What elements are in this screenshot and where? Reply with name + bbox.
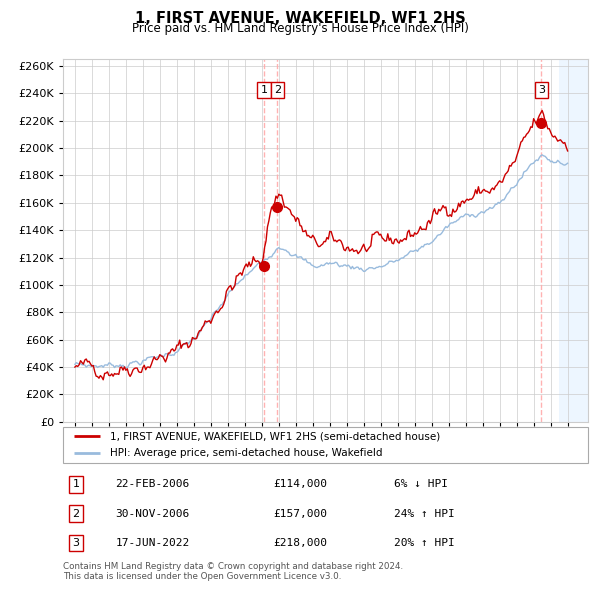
Text: 24% ↑ HPI: 24% ↑ HPI: [394, 509, 455, 519]
Text: 17-JUN-2022: 17-JUN-2022: [115, 538, 190, 548]
Text: £218,000: £218,000: [273, 538, 327, 548]
Bar: [559, 59, 588, 422]
Text: 3: 3: [73, 538, 80, 548]
Text: 1: 1: [260, 85, 268, 95]
Text: 3: 3: [538, 85, 545, 95]
Text: 20% ↑ HPI: 20% ↑ HPI: [394, 538, 455, 548]
Text: 22-FEB-2006: 22-FEB-2006: [115, 480, 190, 489]
Text: HPI: Average price, semi-detached house, Wakefield: HPI: Average price, semi-detached house,…: [110, 448, 383, 458]
Text: £114,000: £114,000: [273, 480, 327, 489]
Text: Contains HM Land Registry data © Crown copyright and database right 2024.: Contains HM Land Registry data © Crown c…: [63, 562, 403, 571]
Text: 1, FIRST AVENUE, WAKEFIELD, WF1 2HS: 1, FIRST AVENUE, WAKEFIELD, WF1 2HS: [134, 11, 466, 25]
FancyBboxPatch shape: [63, 427, 588, 463]
Text: This data is licensed under the Open Government Licence v3.0.: This data is licensed under the Open Gov…: [63, 572, 341, 581]
Text: 2: 2: [73, 509, 80, 519]
Text: 1, FIRST AVENUE, WAKEFIELD, WF1 2HS (semi-detached house): 1, FIRST AVENUE, WAKEFIELD, WF1 2HS (sem…: [110, 431, 440, 441]
Text: 1: 1: [73, 480, 80, 489]
Text: 6% ↓ HPI: 6% ↓ HPI: [394, 480, 448, 489]
Text: 30-NOV-2006: 30-NOV-2006: [115, 509, 190, 519]
Text: 2: 2: [274, 85, 281, 95]
Text: £157,000: £157,000: [273, 509, 327, 519]
Text: Price paid vs. HM Land Registry's House Price Index (HPI): Price paid vs. HM Land Registry's House …: [131, 22, 469, 35]
